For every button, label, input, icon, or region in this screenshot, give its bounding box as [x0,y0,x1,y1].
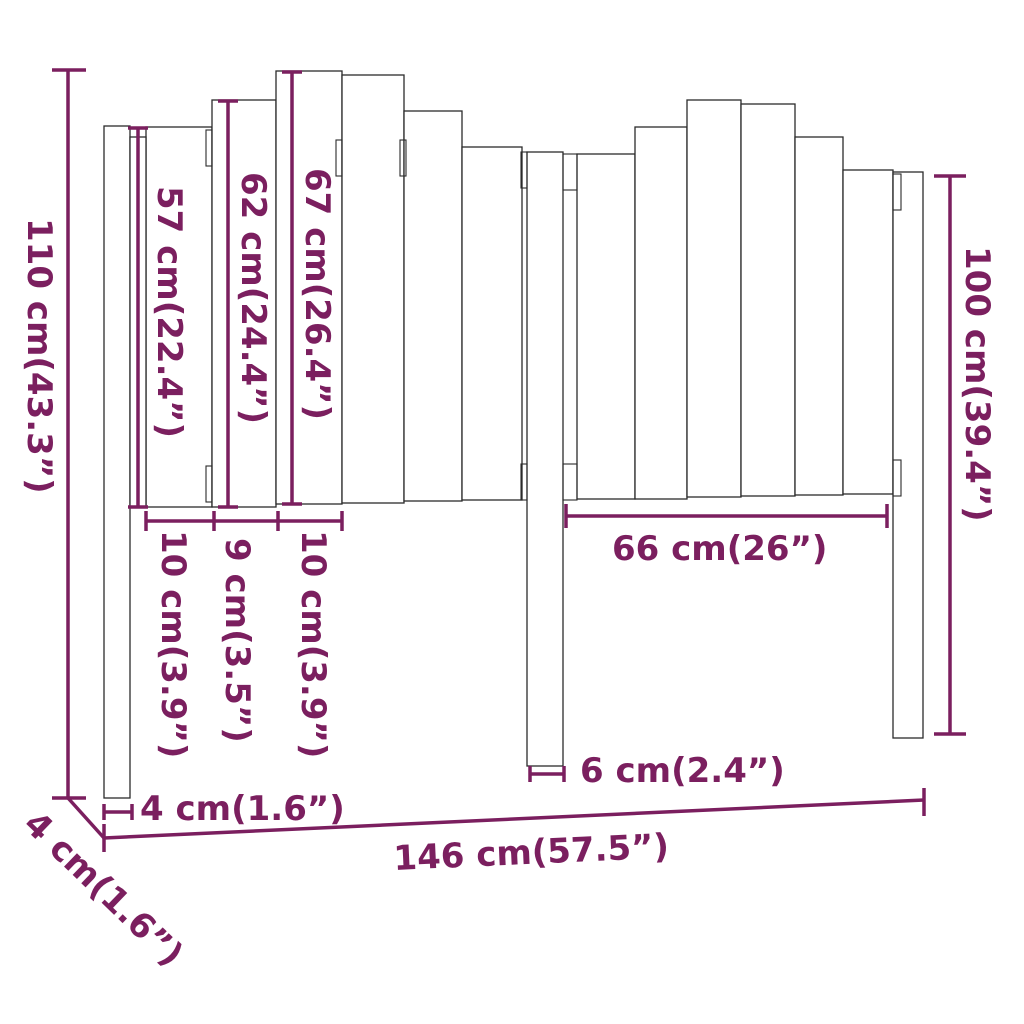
dim-overall-width [103,798,925,840]
label-leg-width: 6 cm(2.4”) [580,751,785,791]
label-board-width-10b: 10 cm(3.9”) [293,530,333,758]
label-right-span: 66 cm(26”) [612,529,827,569]
bracket-detail [335,139,343,177]
board-10 [740,103,796,497]
board-2 [211,99,277,508]
middle-leg [526,151,564,767]
dimension-labels: 110 cm(43.3”) 57 cm(22.4”) 62 cm(24.4”) … [16,168,997,975]
right-post [892,171,924,739]
dimension-lines [52,68,966,852]
board-4 [341,74,405,504]
label-board-width-9: 9 cm(3.5”) [217,538,257,743]
board-6 [461,146,523,501]
label-board-57: 57 cm(22.4”) [149,186,189,438]
board-9 [686,99,742,498]
label-overall-height: 110 cm(43.3”) [19,218,59,494]
bracket-detail [892,173,902,211]
label-board-62: 62 cm(24.4”) [233,172,273,424]
bracket-detail [520,463,528,501]
bracket-detail [562,153,578,191]
bracket-detail [205,465,213,503]
board-12 [842,169,894,495]
label-board-width-10a: 10 cm(3.9”) [153,530,193,758]
board-11 [794,136,844,496]
left-post [103,125,131,799]
headboard-outline [103,70,924,799]
bracket-detail [205,129,213,167]
bracket-detail [399,139,407,177]
label-right-height: 100 cm(39.4”) [957,246,997,522]
board-8 [634,126,688,500]
dim-depth [66,796,106,840]
label-post-width: 4 cm(1.6”) [140,789,345,829]
bracket-detail [892,459,902,497]
bracket-detail [520,151,528,189]
board-1 [145,126,213,508]
board-3 [275,70,343,505]
bracket-detail [562,463,578,501]
board-7 [576,153,636,500]
label-board-67: 67 cm(26.4”) [297,168,337,420]
board-5 [403,110,463,502]
label-overall-width: 146 cm(57.5”) [393,827,670,879]
